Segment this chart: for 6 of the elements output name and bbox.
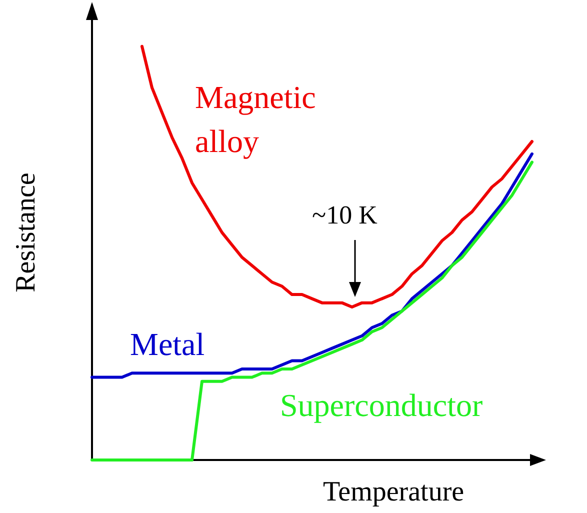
x-axis-title: Temperature xyxy=(323,476,464,508)
y-axis-title: Resistance xyxy=(10,172,42,292)
series-label: Metal xyxy=(130,326,205,362)
series-label: Superconductor xyxy=(280,387,483,423)
annotation: ~10 K xyxy=(312,200,378,230)
series-label: Magnetic alloy xyxy=(195,79,324,159)
